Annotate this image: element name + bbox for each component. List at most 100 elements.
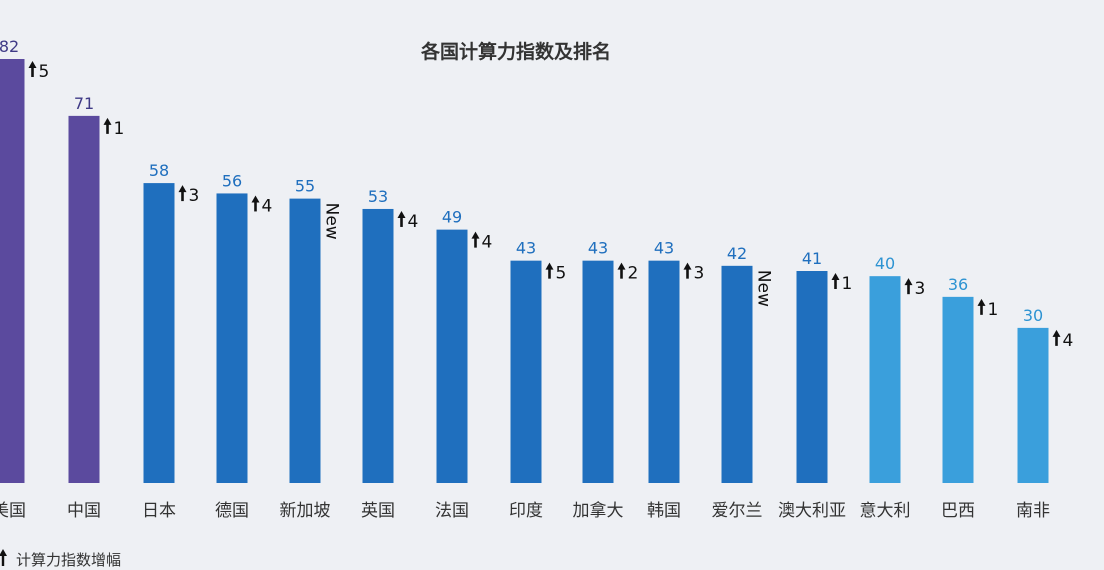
bars-layer: 825美国711中国583日本564德国55New新加坡534英国494法国43…	[0, 37, 1073, 521]
value-label: 41	[802, 249, 822, 268]
bar-group: 40 3 意大利	[860, 254, 926, 521]
legend-label: 计算力指数增幅	[16, 551, 121, 569]
rank-up-arrow-icon	[683, 262, 692, 279]
bar-group: 53 4 英国	[361, 187, 418, 521]
value-label: 53	[368, 187, 388, 206]
rank-change-new: New	[754, 270, 774, 307]
bar	[869, 276, 901, 483]
bar-group: 56 4 德国	[215, 171, 272, 521]
value-label: 49	[442, 208, 462, 227]
category-label: 澳大利亚	[778, 501, 846, 521]
value-label: 43	[516, 239, 536, 258]
arrow-head	[545, 262, 554, 270]
legend-up-arrow-icon	[0, 549, 7, 566]
rank-change-value: 1	[114, 119, 125, 139]
bar-group: 30 4 南非	[1016, 306, 1073, 521]
rank-up-arrow-icon	[904, 278, 913, 295]
bar	[721, 265, 753, 483]
bar-group: 58 3 日本	[142, 161, 199, 521]
category-label: 南非	[1016, 501, 1050, 521]
arrow-head	[178, 185, 187, 193]
rank-change-value: 3	[189, 186, 200, 206]
arrow-head	[471, 231, 480, 239]
category-label: 日本	[142, 501, 176, 521]
arrow-head	[977, 298, 986, 306]
rank-change-value: 3	[915, 279, 926, 299]
bar	[68, 115, 100, 483]
bar	[289, 198, 321, 484]
bar	[362, 208, 394, 483]
bar-group: 43 3 韩国	[647, 239, 704, 521]
bar-group: 55 New 新加坡	[280, 177, 342, 521]
value-label: 56	[222, 171, 242, 190]
arrow-head	[617, 262, 626, 270]
category-label: 巴西	[941, 501, 975, 521]
rank-up-arrow-icon	[397, 210, 406, 227]
rank-change-value: 4	[408, 212, 419, 232]
value-label: 82	[0, 37, 19, 56]
value-label: 30	[1023, 306, 1043, 325]
bar	[216, 193, 248, 483]
bar-group: 43 5 印度	[509, 239, 566, 521]
arrow-head	[683, 262, 692, 270]
rank-up-arrow-icon	[28, 61, 37, 77]
category-label: 美国	[0, 501, 26, 521]
rank-up-arrow-icon	[977, 298, 986, 315]
bar-group: 41 1 澳大利亚	[778, 249, 852, 521]
category-label: 中国	[67, 501, 101, 521]
chart-title: 各国计算力指数及排名	[420, 40, 611, 63]
rank-change-value: 1	[988, 300, 999, 320]
category-label: 印度	[509, 501, 543, 521]
category-label: 德国	[215, 501, 249, 521]
rank-up-arrow-icon	[178, 185, 187, 202]
arrow-head	[103, 117, 112, 125]
arrow-head	[397, 210, 406, 218]
bar	[942, 296, 974, 483]
value-label: 43	[588, 239, 608, 258]
bar	[0, 59, 25, 483]
rank-change-value: 4	[1063, 331, 1074, 351]
bar-group: 82 5 美国	[0, 37, 49, 521]
category-label: 意大利	[860, 501, 911, 521]
rank-up-arrow-icon	[545, 262, 554, 279]
category-label: 新加坡	[280, 501, 331, 521]
rank-change-value: 2	[628, 264, 639, 284]
rank-change-value: 4	[262, 196, 273, 216]
category-label: 法国	[435, 501, 469, 521]
bar	[1017, 327, 1049, 483]
rank-change-value: 1	[842, 274, 853, 294]
arrow-head	[251, 195, 260, 203]
category-label: 加拿大	[573, 500, 624, 521]
rank-change-value: 4	[482, 233, 493, 253]
arrow-head	[904, 278, 913, 286]
arrow-head	[831, 273, 840, 280]
value-label: 40	[875, 254, 895, 273]
value-label: 36	[948, 275, 968, 294]
rank-up-arrow-icon	[617, 262, 626, 279]
bar-group: 71 1 中国	[67, 94, 124, 521]
bar-group: 49 4 法国	[435, 208, 492, 521]
bar	[648, 260, 680, 483]
bar	[582, 260, 614, 483]
rank-change-value: 3	[694, 264, 705, 284]
category-label: 爱尔兰	[712, 501, 763, 521]
value-label: 71	[74, 94, 94, 113]
category-label: 韩国	[647, 501, 681, 521]
legend: 计算力指数增幅	[0, 549, 121, 569]
bar-group: 42 New 爱尔兰	[712, 244, 774, 521]
value-label: 43	[654, 239, 674, 258]
rank-up-arrow-icon	[471, 231, 480, 248]
rank-up-arrow-icon	[1052, 329, 1061, 346]
value-label: 58	[149, 161, 169, 180]
rank-up-arrow-icon	[831, 273, 840, 289]
bar	[510, 260, 542, 483]
arrow-head	[1052, 329, 1061, 337]
bar-group: 43 2 加拿大	[573, 239, 639, 521]
rank-change-new: New	[322, 203, 342, 240]
value-label: 55	[295, 177, 315, 196]
bar	[436, 229, 468, 483]
arrow-head	[28, 61, 37, 68]
rank-up-arrow-icon	[251, 195, 260, 212]
value-label: 42	[727, 244, 747, 263]
